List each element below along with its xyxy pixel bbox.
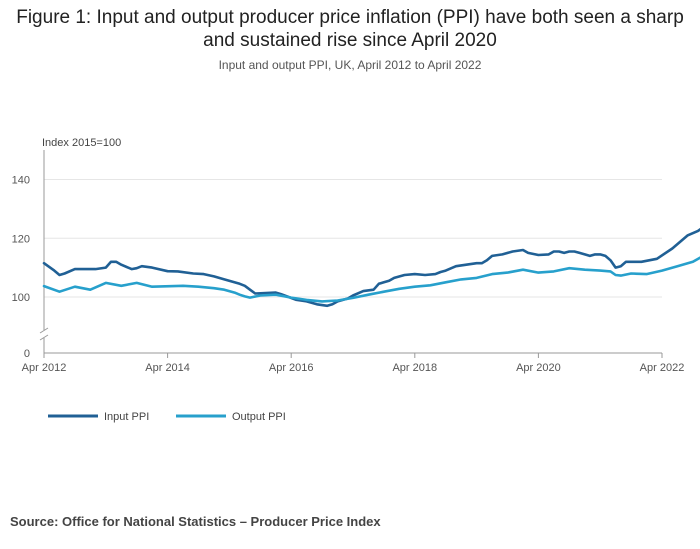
x-tick-1: Apr 2014 [145,362,190,374]
x-tick-labels: Apr 2012 Apr 2014 Apr 2016 Apr 2018 Apr 2020… [22,362,685,374]
legend: Input PPI Output PPI [48,411,286,423]
y-tick-labels: 0 100 120 140 [12,175,30,361]
series-line-output-ppi [42,256,700,303]
y-axis-label: Index 2015=100 [42,137,121,149]
axis-break-mark-1 [39,327,49,334]
x-tick-2: Apr 2016 [269,362,314,374]
x-tick-4: Apr 2020 [516,362,561,374]
chart-title: Figure 1: Input and output producer pric… [16,7,684,51]
x-tick-5: Apr 2022 [640,362,685,374]
axis-break-mark-2 [39,334,49,341]
series-line-input-ppi [42,227,700,308]
series-lines [42,227,700,308]
source-note: Source: Office for National Statistics –… [10,514,381,529]
x-tick-3: Apr 2018 [392,362,437,374]
y-tick-140: 140 [12,175,30,187]
y-tick-100: 100 [12,292,30,304]
gridlines [44,179,662,298]
legend-label-output: Output PPI [232,411,286,423]
legend-label-input: Input PPI [104,411,149,423]
chart-subtitle: Input and output PPI, UK, April 2012 to … [218,58,482,72]
y-tick-0: 0 [24,348,30,360]
x-tick-0: Apr 2012 [22,362,67,374]
axes [39,150,663,358]
y-tick-120: 120 [12,233,30,245]
